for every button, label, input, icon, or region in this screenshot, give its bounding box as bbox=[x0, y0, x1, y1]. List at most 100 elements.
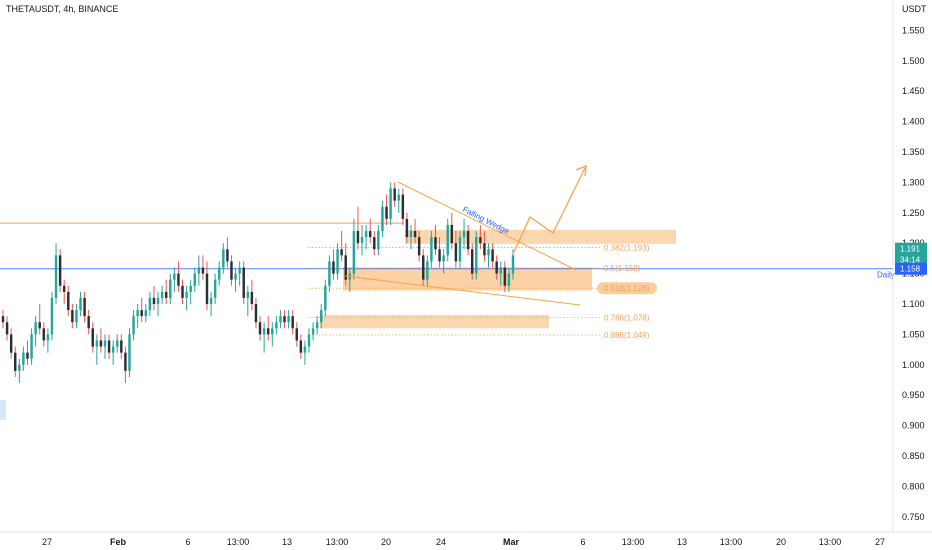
candle-body bbox=[311, 328, 315, 335]
candle-body bbox=[283, 316, 286, 323]
candle-body bbox=[405, 218, 409, 238]
candle-body bbox=[50, 297, 54, 335]
candle-body bbox=[26, 352, 29, 359]
candle-body bbox=[491, 249, 494, 262]
candle-body bbox=[470, 249, 474, 274]
candle-body bbox=[99, 340, 103, 347]
time-tick-label: 6 bbox=[580, 537, 585, 547]
candle-body bbox=[328, 261, 331, 286]
fib-zone-box bbox=[320, 314, 549, 329]
fib-label-pill bbox=[597, 282, 657, 295]
candle-body bbox=[507, 273, 511, 286]
time-tick-label: 13:00 bbox=[819, 537, 842, 547]
candle-body bbox=[368, 231, 372, 238]
candle-body bbox=[291, 316, 294, 329]
candle-body bbox=[324, 285, 327, 311]
candle-body bbox=[307, 334, 311, 347]
candle-body bbox=[466, 231, 470, 250]
candle-body bbox=[242, 267, 245, 298]
time-tick-label: 27 bbox=[42, 537, 52, 547]
candle-body bbox=[266, 328, 270, 335]
candle-body bbox=[91, 328, 94, 347]
candle-body bbox=[9, 334, 13, 353]
price-tick-label: 1.450 bbox=[902, 86, 925, 96]
symbol-title[interactable]: THETAUSDT, 4h, BINANCE bbox=[6, 4, 119, 14]
candle-body bbox=[442, 255, 445, 262]
fib-level-label: 0.618(1.126) bbox=[604, 284, 650, 293]
time-tick-label: Mar bbox=[503, 537, 520, 547]
candle-body bbox=[144, 310, 148, 317]
time-tick-label: Feb bbox=[110, 537, 127, 547]
candle-body bbox=[152, 297, 156, 304]
candle-body bbox=[71, 310, 74, 323]
candle-body bbox=[46, 334, 50, 341]
time-tick-label: 27 bbox=[875, 537, 885, 547]
time-tick-label: 13 bbox=[677, 537, 687, 547]
candle-body bbox=[83, 297, 86, 317]
candle-body bbox=[177, 273, 180, 286]
candle-body bbox=[181, 285, 184, 298]
candle-countdown: 34:14 bbox=[900, 256, 921, 265]
candle-body bbox=[1, 316, 5, 323]
price-tick-label: 0.750 bbox=[902, 512, 925, 522]
candle-body bbox=[169, 279, 172, 298]
candle-body bbox=[389, 188, 392, 219]
fib-zone-box bbox=[405, 229, 676, 244]
candle-body bbox=[364, 231, 368, 238]
candle-body bbox=[250, 291, 254, 304]
candle-body bbox=[185, 291, 188, 298]
daily-price-badge bbox=[895, 262, 927, 275]
candle-body bbox=[495, 261, 498, 274]
candle-body bbox=[238, 267, 241, 274]
horizontal-levels[interactable]: Daily bbox=[0, 222, 895, 280]
price-tick-label: 1.050 bbox=[902, 329, 925, 339]
candle-body bbox=[417, 237, 421, 256]
candle-body bbox=[360, 237, 364, 244]
candle-body bbox=[128, 334, 131, 371]
fib-level-label: 0.786(1.078) bbox=[604, 313, 650, 322]
candle-body bbox=[262, 328, 266, 335]
candle-body bbox=[14, 352, 17, 371]
candle-body bbox=[95, 340, 99, 347]
candle-body bbox=[258, 322, 262, 335]
candle-body bbox=[454, 243, 458, 262]
candle-body bbox=[385, 206, 388, 219]
candle-body bbox=[336, 249, 339, 274]
candle-body bbox=[124, 352, 127, 371]
candle-body bbox=[352, 231, 356, 274]
candle-body bbox=[30, 334, 33, 359]
candle-body bbox=[42, 328, 46, 341]
price-tick-label: 1.100 bbox=[902, 299, 925, 309]
time-tick-label: 13:00 bbox=[227, 537, 250, 547]
price-tick-label: 1.350 bbox=[902, 147, 925, 157]
current-price-badge bbox=[895, 242, 927, 267]
candle-body bbox=[475, 237, 478, 274]
wedge-upper-line bbox=[397, 181, 577, 271]
candle-body bbox=[295, 328, 298, 341]
price-tick-label: 0.800 bbox=[902, 481, 925, 491]
price-tick-label: 1.400 bbox=[902, 117, 925, 127]
candle-body bbox=[140, 310, 143, 317]
left-edge-marker bbox=[0, 400, 6, 420]
candle-body bbox=[409, 231, 413, 238]
candle-body bbox=[483, 243, 486, 256]
time-axis[interactable]: 27 Feb 6 13:00 13 13:00 20 24 Mar 6 13:00 13 13:00 20… bbox=[0, 531, 932, 547]
candle-body bbox=[344, 255, 347, 280]
candle-body bbox=[226, 249, 229, 262]
current-price-value: 1.191 bbox=[900, 245, 921, 254]
candle-body bbox=[458, 237, 462, 262]
fibonacci-levels[interactable]: 0.382(1.193) 0.5(1.159) 0.618(1.126) 0.786(… bbox=[308, 243, 657, 340]
price-tick-label: 0.850 bbox=[902, 451, 925, 461]
fib-level-label: 0.5(1.159) bbox=[604, 264, 641, 273]
candle-body bbox=[430, 237, 433, 262]
fib-level-label: 0.382(1.193) bbox=[604, 243, 650, 252]
price-tick-label: 0.900 bbox=[902, 421, 925, 431]
candle-body bbox=[148, 297, 152, 311]
candle-body bbox=[209, 297, 213, 304]
candle-body bbox=[434, 237, 437, 250]
time-tick-label: 6 bbox=[185, 537, 190, 547]
candle-body bbox=[438, 249, 441, 262]
candle-body bbox=[287, 316, 290, 323]
time-tick-label: 13:00 bbox=[720, 537, 743, 547]
